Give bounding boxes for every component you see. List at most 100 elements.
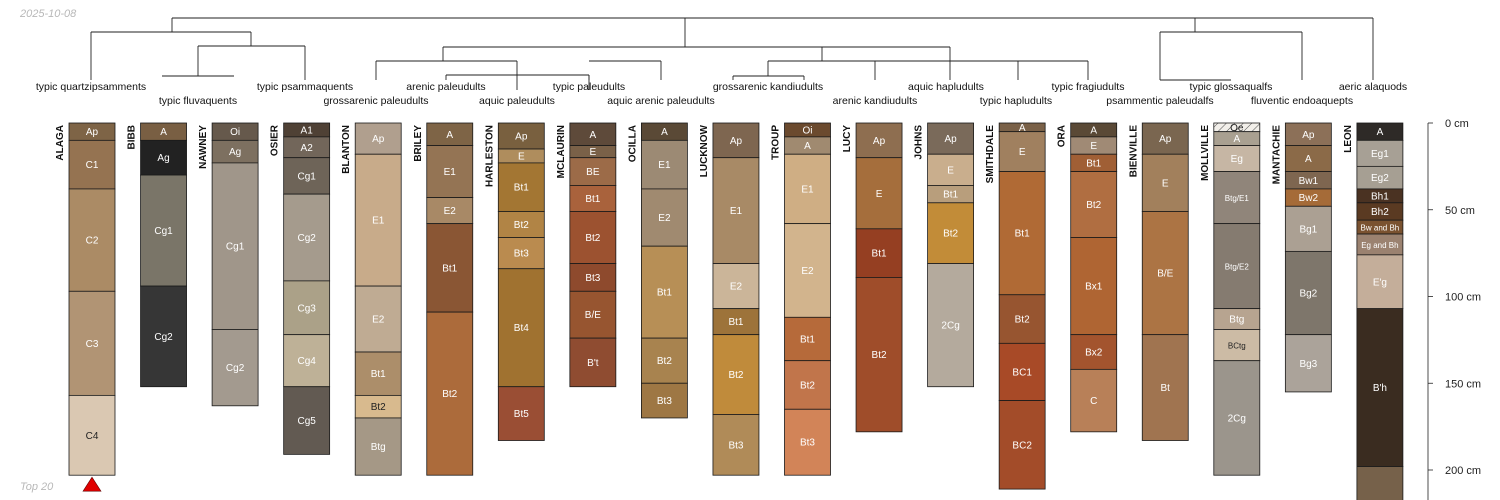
soil-horizon	[641, 139, 688, 190]
taxon-label: typic glossaqualfs	[1190, 81, 1273, 93]
soil-horizon	[927, 202, 974, 264]
profile-name: BLANTON	[341, 125, 352, 174]
soil-profile: A E1 E2 Bt1 Bt2 BRILEY	[413, 122, 474, 476]
soil-horizon	[784, 316, 831, 362]
horizon-label: E1	[801, 184, 814, 195]
soil-profile: Ap A Bw1 Bw2 Bg1 Bg2 Bg3 MANTACHIE	[1271, 122, 1332, 393]
profile-name: SMITHDALE	[985, 125, 996, 184]
date-stamp: 2025-10-08	[20, 8, 77, 20]
horizon-label: Bt5	[514, 409, 529, 420]
soil-profile: Ap E Bt1 Bt2 LUCY	[842, 122, 903, 433]
horizon-label: Bt2	[585, 233, 600, 244]
soil-horizon	[1213, 360, 1261, 476]
horizon-label: B/E	[1157, 269, 1173, 280]
soil-horizon	[1070, 368, 1118, 433]
soil-horizon	[712, 308, 760, 336]
soil-profile: A Ag Cg1 Cg2 BIBB	[127, 122, 187, 388]
soil-horizon	[140, 285, 187, 388]
horizon-label: Bt2	[371, 402, 386, 413]
soil-profile: A Eg1 Eg2 Bh1 Bh2 Bw and Bh Eg and Bh E'g B'h LEO…	[1343, 122, 1404, 500]
horizon-label: Cg4	[297, 356, 316, 367]
taxonomic-dendrogram: typic quartzipsamments typic fluvaquents t…	[36, 17, 1407, 107]
horizon-label: E	[1090, 141, 1097, 152]
soil-horizon	[784, 360, 831, 410]
soil-horizon	[569, 290, 617, 339]
taxon-label: typic quartzipsamments	[36, 81, 146, 93]
horizon-label: Bt3	[657, 396, 672, 407]
horizon-label: BC2	[1012, 440, 1032, 451]
profile-name: MANTACHIE	[1271, 125, 1282, 185]
horizon-label: C1	[86, 160, 99, 171]
soil-horizon	[497, 386, 545, 441]
horizon-label: E1	[372, 216, 385, 227]
horizon-label: Bt1	[514, 183, 529, 194]
horizon-label: Bt3	[728, 440, 743, 451]
horizon-label: E	[876, 189, 883, 200]
horizon-label: E1	[730, 206, 743, 217]
soil-profile: Ap C1 C2 C3 C4 ALAGA	[55, 122, 116, 492]
soil-horizon	[1070, 237, 1118, 336]
horizon-label: 2Cg	[941, 321, 959, 332]
soil-horizon	[211, 162, 259, 330]
taxon-label: typic fragiudults	[1052, 81, 1125, 93]
profile-name: LUCKNOW	[699, 124, 710, 177]
taxon-label: typic fluvaquents	[159, 95, 237, 107]
soil-horizon	[1356, 308, 1404, 467]
horizon-label: Bt3	[514, 249, 529, 260]
soil-horizon	[211, 329, 259, 407]
horizon-label: Eg	[1231, 154, 1243, 165]
soil-horizon	[1356, 466, 1404, 500]
horizon-label: Cg5	[297, 416, 316, 427]
soil-profile: A E Bt1 Bt2 BC1 BC2 SMITHDALE	[985, 122, 1046, 490]
horizon-label: Cg2	[154, 332, 173, 343]
horizon-label: Bx1	[1085, 282, 1103, 293]
horizon-label: Cg2	[297, 233, 316, 244]
horizon-label: Bt2	[442, 389, 457, 400]
horizon-label: Bt1	[728, 317, 743, 328]
soil-horizon	[855, 122, 903, 159]
horizon-label: E1	[444, 167, 457, 178]
profile-name: OCILLA	[627, 125, 638, 162]
profile-name: LUCY	[842, 125, 853, 153]
footnote: Top 20	[20, 481, 54, 493]
horizon-label: E'g	[1373, 277, 1387, 288]
profile-name: ALAGA	[55, 125, 66, 161]
horizon-label: A	[446, 130, 453, 141]
horizon-label: Bt2	[514, 220, 529, 231]
horizon-label: Bt2	[1015, 315, 1030, 326]
soil-horizon	[998, 400, 1046, 490]
horizon-label: Ap	[515, 132, 528, 143]
soil-profile: Oi Ag Cg1 Cg2 NAWNEY	[198, 122, 259, 407]
soil-horizon	[641, 188, 688, 247]
soil-profile: Ap E Bt1 Bt2 Bt3 Bt4 Bt5 HARLESTON	[484, 122, 545, 441]
horizon-label: Bh1	[1371, 191, 1389, 202]
horizon-label: Bt1	[657, 288, 672, 299]
horizon-label: E2	[444, 206, 457, 217]
horizon-label: Ap	[86, 127, 99, 138]
soil-horizon	[784, 223, 831, 318]
horizon-label: Eg and Bh	[1361, 241, 1398, 250]
soil-horizon	[927, 122, 974, 155]
soil-horizon	[354, 122, 402, 155]
horizon-label: E	[590, 147, 597, 158]
horizon-label: Bt3	[585, 273, 600, 284]
profile-name: BIENVILLE	[1128, 125, 1139, 178]
soil-profile: A1 A2 Cg1 Cg2 Cg3 Cg4 Cg5 OSIER	[270, 122, 331, 455]
taxon-label: arenic kandiudults	[833, 95, 918, 107]
soil-horizon	[1284, 205, 1332, 252]
soil-horizon	[1070, 334, 1118, 370]
soil-horizon	[998, 342, 1046, 402]
horizon-label: C	[1090, 396, 1097, 407]
horizon-label: Ap	[873, 136, 886, 147]
horizon-label: Bt2	[657, 356, 672, 367]
soil-horizon	[283, 157, 331, 195]
soil-profile: AE BE Bt1 Bt2 Bt3 B/E B't MCLAURIN	[556, 122, 617, 388]
horizon-label: Bg2	[1299, 289, 1317, 300]
soil-horizon	[426, 311, 474, 476]
horizon-label: A	[1305, 154, 1312, 165]
profile-name: MCLAURIN	[556, 125, 567, 178]
taxon-label: aquic hapludults	[908, 81, 984, 93]
horizon-label: A2	[301, 143, 314, 154]
horizon-label: Bt1	[872, 249, 887, 260]
